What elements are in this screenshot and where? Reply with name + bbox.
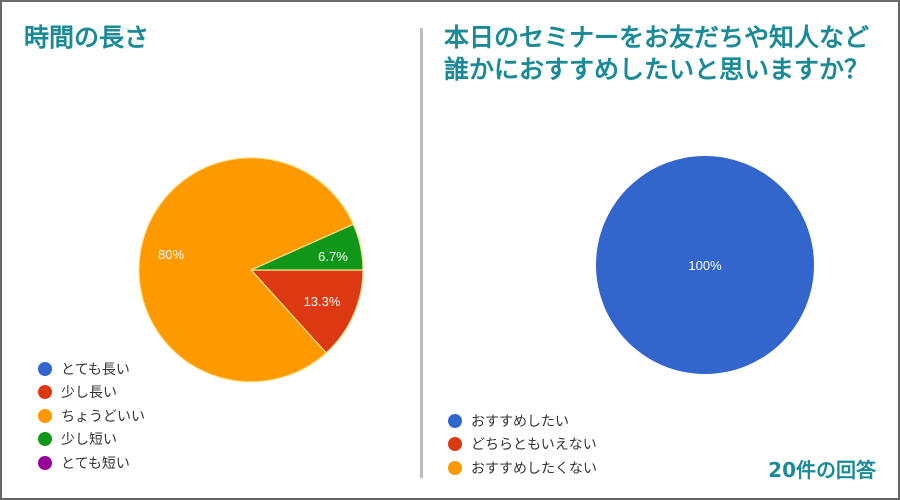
legend-item[interactable]: 少し長い [38,381,145,405]
legend-label: 少し長い [61,385,117,402]
legend-label: どちらともいえない [471,437,597,454]
legend-item[interactable]: おすすめしたくない [448,456,597,480]
divider [420,28,423,478]
left-legend: とても長い 少し長い ちょうどいい 少し短い とても短い [38,357,145,475]
slice-label-100: 100% [688,258,722,273]
legend-item[interactable]: どちらともいえない [448,433,597,457]
right-legend: おすすめしたい どちらともいえない おすすめしたくない [448,409,597,480]
left-chart-title: 時間の長さ [24,23,150,52]
slice-label-6-7: 6.7% [318,249,348,264]
legend-dot-icon [38,455,52,470]
legend-label: おすすめしたくない [471,460,597,477]
legend-label: おすすめしたい [471,413,569,430]
legend-label: ちょうどいい [61,408,145,425]
legend-dot-icon [38,408,52,423]
legend-dot-icon [448,437,462,452]
legend-dot-icon [38,385,52,400]
pie-slice-choudo-ii[interactable] [138,157,355,383]
pie-slice-sukoshi-nagai[interactable] [249,269,364,354]
slice-label-13: 13.3% [304,294,341,309]
legend-dot-icon [448,460,462,475]
legend-item[interactable]: とても短い [38,451,145,475]
legend-label: 少し短い [61,432,117,449]
legend-dot-icon [38,432,52,447]
legend-dot-icon [38,361,52,376]
legend-label: とても長い [61,361,130,378]
slice-label-80: 80% [158,247,184,262]
legend-item[interactable]: おすすめしたい [448,409,597,433]
legend-dot-icon [448,413,462,428]
pie-slice-sukoshi-mijikai[interactable] [250,223,364,271]
legend-label: とても短い [61,455,130,472]
pie-slice-osusume-shitai[interactable] [596,156,814,374]
legend-item[interactable]: 少し短い [38,428,145,452]
legend-item[interactable]: とても長い [38,357,145,381]
right-chart-title: 本日のセミナーをお友だちや知人など 誰かにおすすめしたいと思いますか？ [444,23,870,84]
response-count: 20件の回答 [768,458,876,482]
legend-item[interactable]: ちょうどいい [38,404,145,428]
